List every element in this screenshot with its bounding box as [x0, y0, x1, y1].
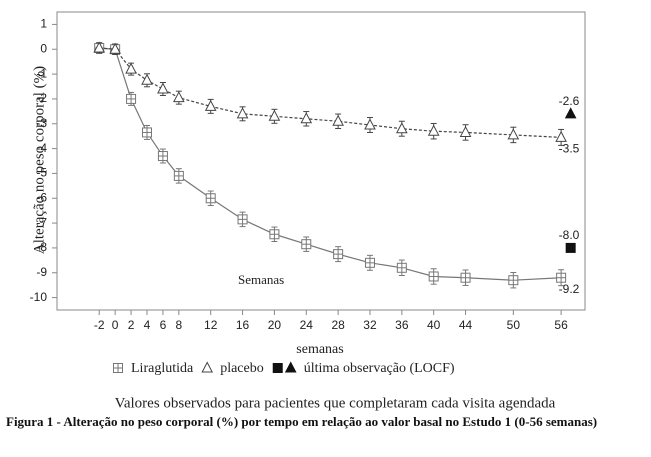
data-point: [565, 242, 576, 253]
x-tick-label: 24: [300, 318, 314, 332]
data-point: [427, 124, 440, 136]
x-tick-label: 20: [268, 318, 282, 332]
plot-frame: [56, 11, 586, 311]
data-point: [109, 42, 121, 54]
x-tick-label: 2: [128, 318, 135, 332]
legend-marker: [201, 361, 214, 373]
data-point: [141, 73, 153, 85]
series-line: [99, 47, 562, 139]
x-tick-label: 28: [331, 318, 345, 332]
data-point: [204, 99, 217, 111]
legend-label: Liraglutida: [131, 361, 194, 376]
data-point: [157, 82, 169, 94]
series-line: [99, 47, 562, 281]
y-tick-label: -2: [36, 91, 47, 105]
x-tick-label: 4: [144, 318, 151, 332]
data-point: [564, 107, 577, 119]
x-tick-label: 36: [395, 318, 409, 332]
data-point: [300, 112, 313, 124]
y-tick-label: -8: [36, 240, 47, 254]
x-axis-label: semanas: [296, 342, 343, 357]
data-point: [268, 109, 281, 121]
x-tick-label: 32: [363, 318, 377, 332]
data-point: [332, 114, 344, 126]
y-tick-label: -10: [30, 290, 48, 304]
data-point: [396, 122, 408, 134]
data-point: [236, 107, 249, 119]
y-tick-label: -6: [36, 190, 47, 204]
x-tick-label: 50: [507, 318, 521, 332]
data-label: -8.0: [559, 228, 580, 242]
x-tick-label: 6: [160, 318, 167, 332]
legend-label: última observação (LOCF): [304, 361, 455, 376]
subtitle: Valores observados para pacientes que co…: [115, 395, 556, 411]
data-point: [507, 128, 520, 140]
data-point: [173, 91, 185, 103]
legend-label: placebo: [220, 361, 264, 376]
data-point: [125, 62, 137, 74]
x-tick-label: 44: [459, 318, 473, 332]
data-point: [364, 118, 376, 130]
legend-marker: [284, 361, 297, 373]
x-tick-label: 40: [427, 318, 441, 332]
y-tick-label: -3: [36, 116, 47, 130]
data-point: [93, 41, 106, 53]
x-tick-label: 56: [554, 318, 568, 332]
y-tick-label: -9: [36, 265, 47, 279]
y-tick-label: -5: [36, 166, 47, 180]
annotation: Semanas: [238, 272, 284, 287]
data-label: -9.2: [559, 282, 580, 296]
x-tick-label: -2: [94, 318, 105, 332]
x-tick-label: 12: [204, 318, 218, 332]
y-tick-label: 1: [40, 17, 47, 31]
x-tick-label: 8: [176, 318, 183, 332]
data-point: [459, 125, 472, 137]
legend-marker: [272, 363, 283, 373]
y-axis-label: Alteração no peso corporal (%): [31, 66, 47, 254]
y-tick-label: 0: [40, 41, 47, 55]
data-point: [555, 130, 567, 142]
y-tick-label: -7: [36, 215, 47, 229]
data-label: -3.5: [559, 142, 580, 156]
data-label: -2.6: [559, 94, 580, 108]
y-tick-label: -4: [36, 141, 47, 155]
x-tick-label: 16: [236, 318, 250, 332]
x-tick-label: 0: [112, 318, 119, 332]
figure-caption: Figura 1 - Alteração no peso corporal (%…: [6, 414, 598, 429]
y-tick-label: -1: [36, 66, 47, 80]
